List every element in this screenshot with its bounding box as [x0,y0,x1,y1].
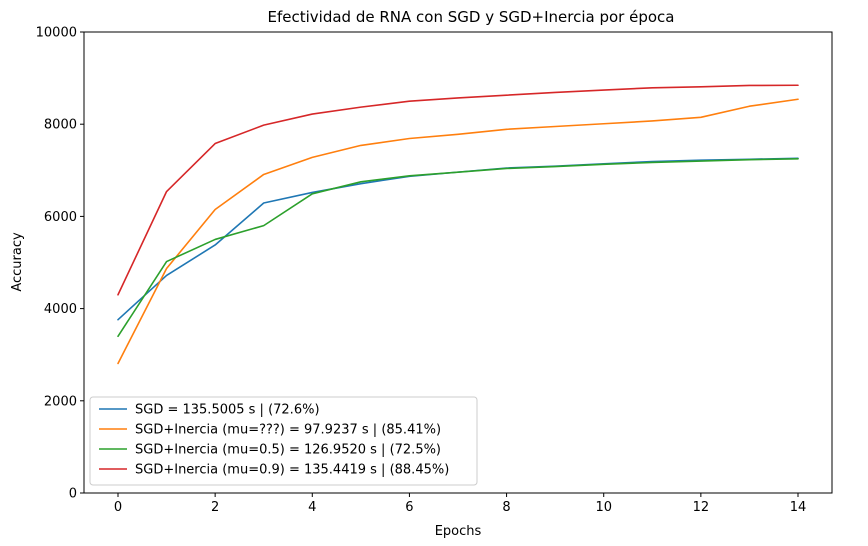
x-axis-label: Epochs [435,524,482,539]
y-tick-label: 0 [69,487,77,502]
x-tick-label: 12 [693,500,710,515]
series-line-3 [117,84,799,296]
legend-entry-3: SGD+Inercia (mu=0.9) = 135.4419 s | (88.… [135,463,449,478]
legend: SGD = 135.5005 s | (72.6%) SGD+Inercia (m… [89,396,478,486]
y-axis-label: Accuracy [10,232,25,292]
x-axis: 0 2 4 6 8 10 12 14 [114,493,806,515]
y-tick-label: 10000 [36,26,77,41]
y-tick-label: 4000 [44,302,77,317]
x-tick-label: 2 [211,500,219,515]
y-tick-label: 2000 [44,394,77,409]
x-tick-label: 6 [405,500,413,515]
x-tick-label: 14 [790,500,807,515]
x-tick-label: 4 [308,500,316,515]
legend-entry-1: SGD+Inercia (mu=???) = 97.9237 s | (85.4… [135,423,441,438]
y-tick-label: 6000 [44,210,77,225]
y-tick-label: 8000 [44,118,77,133]
series-line-1 [117,98,799,365]
x-tick-label: 0 [114,500,122,515]
plot-area [117,84,799,365]
x-tick-label: 10 [595,500,612,515]
series-line-0 [117,157,799,321]
y-axis: 0 2000 4000 6000 8000 10000 [36,26,84,502]
series-line-2 [117,157,799,338]
legend-entry-2: SGD+Inercia (mu=0.5) = 126.9520 s | (72.… [135,443,441,458]
x-tick-label: 8 [502,500,510,515]
legend-box [89,396,478,486]
plot-frame [83,31,833,494]
chart-title: Efectividad de RNA con SGD y SGD+Inercia… [268,8,675,26]
legend-entry-0: SGD = 135.5005 s | (72.6%) [135,403,320,418]
